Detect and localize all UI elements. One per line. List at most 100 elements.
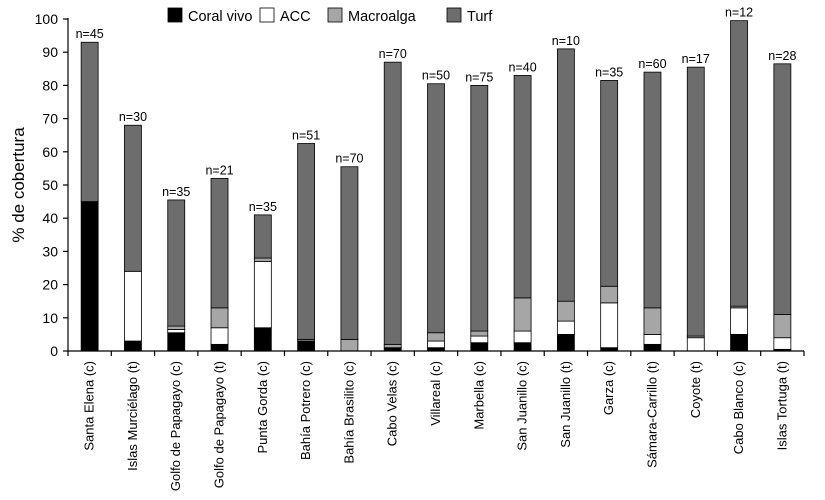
x-tick-label: Golfo de Papagayo (t) — [212, 361, 227, 488]
y-tick-label: 30 — [42, 243, 58, 259]
bar-segment-turf — [383, 61, 402, 345]
bar-segment-acc — [643, 333, 662, 345]
bar-segment-coral-vivo — [253, 327, 272, 352]
bar-segment-acc — [773, 337, 792, 350]
bar-segment-macroalga — [383, 343, 402, 349]
bar-segment-turf — [340, 166, 359, 340]
bar-segment-turf — [773, 63, 792, 315]
bar-segment-turf — [600, 80, 619, 287]
bar-segment-coral-vivo — [80, 201, 99, 352]
bar-segment-coral-vivo — [470, 342, 489, 352]
bar-segment-macroalga — [470, 330, 489, 337]
y-tick-label: 20 — [42, 277, 58, 293]
legend-swatch — [327, 7, 343, 23]
y-tick-label: 10 — [42, 310, 58, 326]
bar-segment-turf — [686, 66, 705, 337]
legend-label: Turf — [467, 9, 493, 25]
y-tick-label: 60 — [42, 144, 58, 160]
x-tick-label: Villareal (c) — [428, 361, 443, 426]
legend-label: Macroalga — [348, 9, 417, 25]
bar-segment-coral-vivo — [513, 342, 532, 352]
y-axis-title: % de cobertura — [9, 127, 28, 243]
y-tick-label: 0 — [50, 343, 58, 359]
bar-segment-macroalga — [340, 338, 359, 352]
x-axis: Santa Elena (c) Islas Murciélago (t) Golfo… — [67, 350, 805, 491]
x-tick-label: Islas Tortuga (t) — [774, 361, 789, 450]
sample-size-label: n=10 — [552, 34, 580, 48]
sample-size-label: n=28 — [768, 49, 796, 63]
sample-size-label: n=35 — [595, 65, 623, 79]
bar-segment-turf — [253, 214, 272, 259]
bar-segment-coral-vivo — [124, 340, 142, 352]
y-tick-label: 100 — [35, 11, 59, 27]
bar-segment-macroalga — [600, 285, 619, 304]
bars — [80, 20, 792, 352]
x-tick-label: Coyote (t) — [688, 361, 703, 418]
bar-segment-coral-vivo — [167, 332, 186, 352]
x-tick-label: Garza (c) — [601, 361, 616, 415]
y-axis: 0 10 20 30 40 50 60 70 80 90 100 — [35, 11, 69, 359]
x-tick-label: San Juanillo (t) — [558, 361, 573, 448]
bar-segment-acc — [600, 302, 619, 349]
sample-size-label: n=50 — [422, 69, 450, 83]
x-tick-label: Cabo Velas (c) — [385, 361, 400, 446]
legend-swatch — [167, 7, 183, 23]
sample-size-label: n=30 — [119, 110, 147, 124]
bar-segment-turf — [643, 71, 662, 309]
x-tick-label: Marbella (c) — [471, 361, 486, 430]
bar-segment-turf — [167, 199, 186, 327]
y-tick-label: 70 — [42, 111, 58, 127]
legend-label: Coral vivo — [188, 9, 252, 25]
bar-segment-macroalga — [167, 325, 186, 330]
bar-segment-acc — [253, 260, 272, 329]
y-tick-label: 50 — [42, 177, 58, 193]
bar-segment-turf — [210, 177, 229, 309]
sample-size-label: n=12 — [725, 6, 753, 20]
sample-size-label: n=35 — [249, 200, 277, 214]
x-tick-label: Santa Elena (c) — [82, 361, 97, 451]
bar-segment-acc — [427, 340, 445, 349]
bar-segment-turf — [124, 124, 142, 272]
y-tick-label: 80 — [42, 77, 58, 93]
bar-segment-acc — [470, 335, 489, 344]
sample-size-label: n=17 — [682, 52, 710, 66]
bar-segment-turf — [513, 75, 532, 299]
bar-segment-coral-vivo — [210, 343, 229, 352]
x-tick-label: Punta Gorda (c) — [255, 361, 270, 454]
x-tick-label: Sámara-Carrillo (t) — [644, 361, 659, 468]
legend: Coral vivo ACC Macroalga Turf — [167, 7, 493, 25]
bar-segment-macroalga — [253, 257, 272, 262]
sample-size-label: n=51 — [292, 129, 320, 143]
bar-segment-turf — [730, 20, 748, 307]
sample-size-label: n=21 — [205, 163, 233, 177]
bar-segment-acc — [556, 320, 575, 335]
y-tick-label: 90 — [42, 44, 58, 60]
x-tick-label: Golfo de Papagayo (c) — [168, 361, 183, 491]
bar-segment-macroalga — [513, 297, 532, 332]
x-tick-label: Islas Murciélago (t) — [125, 361, 140, 471]
bar-segment-acc — [730, 307, 748, 335]
bar-segment-turf — [427, 83, 445, 334]
y-tick-label: 40 — [42, 210, 58, 226]
sample-size-label: n=70 — [379, 47, 407, 61]
bar-segment-coral-vivo — [643, 343, 662, 352]
sample-size-labels: n=45 n=30 n=35 n=21 n=35 n=51 n=70 n=70 n=50 n=75… — [76, 6, 797, 214]
bar-segment-turf — [80, 41, 99, 203]
bar-segment-macroalga — [427, 332, 445, 342]
bar-segment-turf — [297, 143, 316, 340]
bar-segment-acc — [686, 337, 705, 352]
bar-segment-macroalga — [556, 300, 575, 322]
legend-swatch — [446, 7, 462, 23]
sample-size-label: n=75 — [465, 70, 493, 84]
x-tick-label: Cabo Blanco (c) — [731, 361, 746, 454]
bar-segment-acc — [167, 329, 186, 334]
bar-segment-turf — [470, 85, 489, 332]
bar-segment-coral-vivo — [556, 333, 575, 352]
sample-size-label: n=35 — [162, 185, 190, 199]
bar-segment-macroalga — [643, 307, 662, 335]
bar-segment-macroalga — [773, 314, 792, 339]
x-tick-label: San Juanillo (c) — [515, 361, 530, 451]
legend-swatch — [259, 7, 275, 23]
legend-label: ACC — [280, 9, 311, 25]
